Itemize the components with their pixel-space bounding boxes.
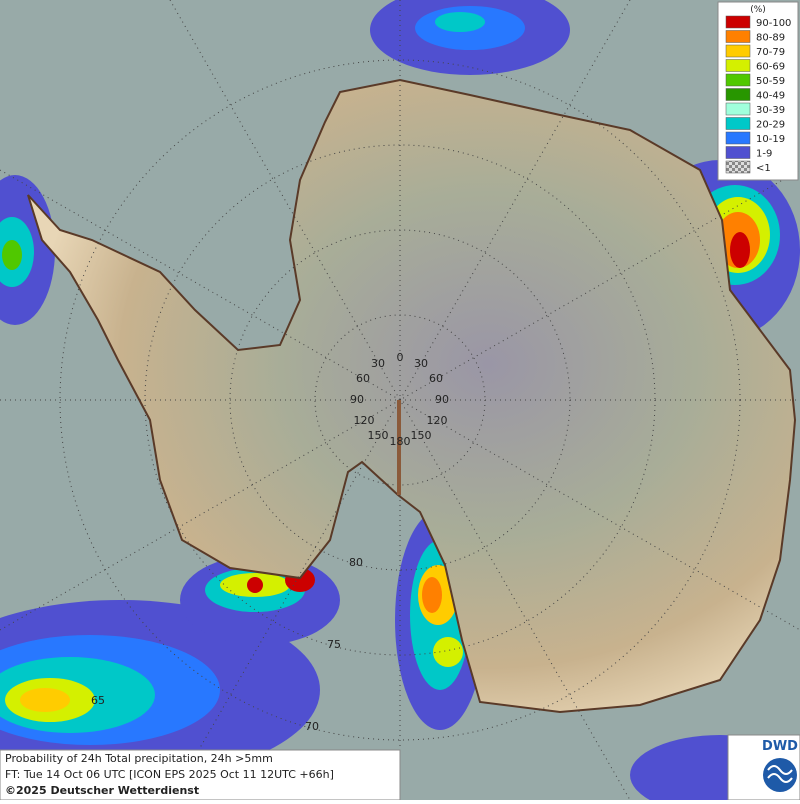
- legend-label: 40-49: [756, 91, 785, 102]
- latitude-label: 80: [349, 556, 363, 569]
- legend-swatch: [725, 117, 751, 130]
- legend-label: <1: [756, 163, 771, 174]
- caption-line: FT: Tue 14 Oct 06 UTC [ICON EPS 2025 Oct…: [5, 768, 334, 781]
- legend-swatch: [725, 131, 751, 145]
- caption: Probability of 24h Total precipitation, …: [0, 749, 401, 801]
- longitude-label: 90: [435, 393, 449, 406]
- latitude-labels: 80 75 70 65: [91, 556, 363, 733]
- caption-line: Probability of 24h Total precipitation, …: [5, 752, 273, 765]
- longitude-label: 150: [368, 429, 389, 442]
- legend-swatch: [725, 102, 751, 116]
- legend-title: (%): [750, 5, 766, 15]
- longitude-label: 30: [371, 357, 385, 370]
- legend-label: 70-79: [756, 47, 785, 58]
- legend-label: 90-100: [756, 18, 791, 29]
- longitude-label: 180: [390, 435, 411, 448]
- legend-label: 80-89: [756, 33, 785, 44]
- longitude-labels: 0 30 30 60 60 90 90 120 120 150 150 180: [350, 351, 449, 448]
- logo-waves: [767, 765, 793, 783]
- longitude-label: 0: [397, 351, 404, 364]
- legend-label: 1-9: [756, 149, 772, 160]
- legend-swatch: [725, 44, 751, 58]
- legend-swatch: [725, 88, 751, 101]
- latitude-label: 70: [305, 720, 319, 733]
- legend-label: 60-69: [756, 62, 785, 73]
- legend-label: 50-59: [756, 76, 785, 87]
- logo: DWD: [727, 734, 800, 801]
- longitude-label: 90: [350, 393, 364, 406]
- legend-swatch: [725, 30, 751, 43]
- legend-swatch: [725, 59, 751, 72]
- legend-swatch: [725, 73, 751, 87]
- longitude-label: 150: [411, 429, 432, 442]
- caption-line: ©2025 Deutscher Wetterdienst: [5, 784, 199, 797]
- longitude-label: 60: [356, 372, 370, 385]
- longitude-label: 120: [354, 414, 375, 427]
- legend: (%) 90-100 80-89 70-79 60-69 50-59 40-49 30-39…: [717, 1, 799, 181]
- legend-swatch: [725, 146, 751, 159]
- logo-icon: [763, 758, 797, 792]
- latitude-label: 65: [91, 694, 105, 707]
- latitude-label: 75: [327, 638, 341, 651]
- longitude-label: 120: [427, 414, 448, 427]
- legend-label: 30-39: [756, 105, 785, 116]
- longitude-label: 60: [429, 372, 443, 385]
- longitude-label: 30: [414, 357, 428, 370]
- legend-label: 10-19: [756, 134, 785, 145]
- meridian-marker: [397, 400, 401, 495]
- legend-swatch: [725, 160, 751, 174]
- caption-box: [0, 749, 401, 801]
- legend-swatch: [725, 15, 751, 29]
- legend-label: 20-29: [756, 120, 785, 131]
- logo-text: DWD: [762, 739, 798, 754]
